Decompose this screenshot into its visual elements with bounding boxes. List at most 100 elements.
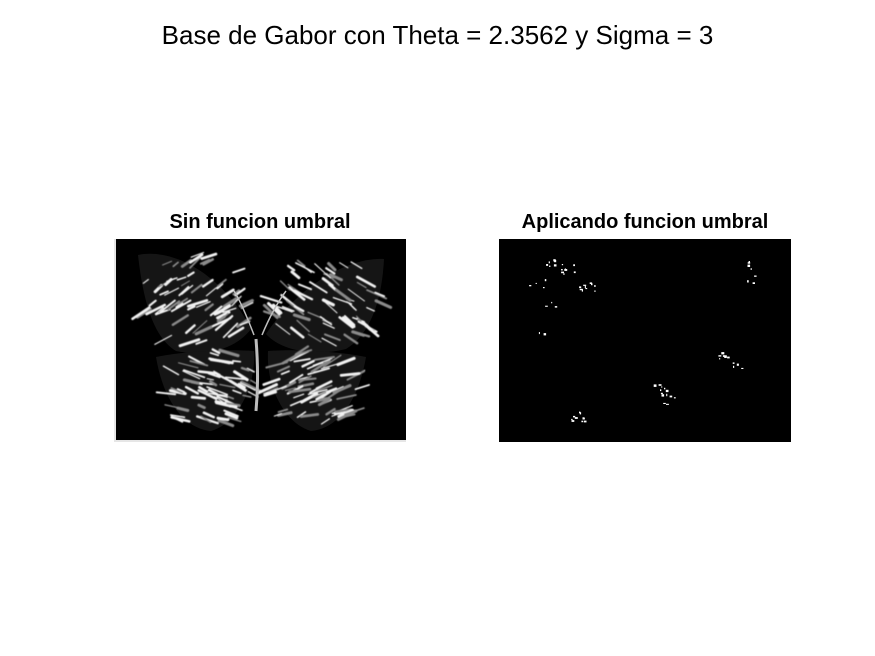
edge-stripe [322,354,342,368]
edge-stripe [346,370,365,381]
edge-stripe [209,305,223,317]
edge-stripe [215,304,232,315]
edge-stripe [328,283,337,291]
unthresholded-image-panel [114,239,406,442]
threshold-speckle [669,395,673,398]
edge-stripe [271,303,283,315]
edge-stripe [190,395,207,400]
edge-stripe [351,330,366,337]
edge-stripe [194,325,214,336]
threshold-speckle [579,411,581,414]
edge-stripe [216,416,230,422]
edge-stripes [131,251,393,428]
edge-stripe [201,278,214,288]
edge-stripe [288,286,306,301]
threshold-speckle [663,402,666,404]
threshold-speckle [664,387,666,390]
edge-stripe [290,326,305,339]
edge-stripe [232,267,246,274]
edge-stripe [331,413,339,417]
edge-stripe [162,260,173,266]
edge-stripe [208,357,231,365]
edge-stripe [277,411,293,417]
edge-stripe [219,383,236,389]
edge-stripe [189,256,202,269]
edge-stripe [195,339,208,345]
threshold-speckle [747,264,751,267]
edge-stripe [310,359,331,373]
edge-stripe [177,297,189,306]
edge-stripe [213,370,221,376]
threshold-speckle [574,417,578,419]
edge-stripe [374,291,386,298]
edge-stripe [216,373,238,386]
threshold-speckle [546,264,549,266]
edge-stripe [155,391,177,396]
edge-stripe [178,338,201,348]
threshold-speckle [573,271,576,274]
edge-stripe [326,387,345,400]
edge-stripe [355,275,377,288]
threshold-speckle [594,285,596,287]
edge-stripe [171,314,190,327]
edge-stripe [232,389,242,395]
threshold-speckle [529,285,532,287]
edge-stripe [202,411,215,419]
edge-stripe [209,380,218,387]
edge-stripe [361,321,380,338]
threshold-speckle [549,265,551,267]
edge-stripe [224,412,239,420]
edge-stripe [225,403,243,412]
edge-stripe [216,282,224,290]
edge-stripe [154,334,173,345]
edge-stripe [176,276,187,281]
edge-stripe [312,391,327,399]
threshold-speckle [589,282,593,284]
edge-stripe [328,273,343,282]
edge-stripe [309,281,328,294]
edge-stripe [182,378,200,385]
edge-stripe [275,323,291,335]
edge-stripe [207,392,228,398]
threshold-speckle [571,420,575,422]
edge-stripe [178,285,190,297]
edge-stripe [176,406,190,412]
edge-stripe [257,383,278,395]
threshold-speckle [661,394,665,397]
edge-stripe [341,316,356,328]
edge-stripe [197,370,218,375]
edge-stripe [217,393,228,397]
edge-stripe [223,409,239,417]
threshold-speckle [553,259,556,262]
edge-stripe [354,384,370,391]
edge-stripe [286,264,296,272]
edge-stripe [325,407,336,416]
edge-stripe [172,261,179,268]
edge-stripe [169,414,186,419]
edge-stripe [290,270,301,280]
edge-stripe [181,284,194,295]
threshold-speckle [545,305,548,307]
edge-stripe [277,408,289,413]
edge-stripe [250,379,257,385]
edge-stripe [336,356,356,367]
threshold-speckle [581,289,583,292]
edge-stripe [339,372,361,377]
edge-stripe [293,393,305,399]
edge-stripe [338,316,354,329]
edge-stripe [313,384,333,393]
edge-stripe [227,416,242,423]
wing-silhouettes [138,253,384,431]
edge-stripe [356,281,367,289]
threshold-speckle [551,301,553,304]
edge-stripe [262,377,281,386]
edge-stripe [195,301,211,308]
threshold-speckle [748,261,750,264]
edge-stripe [175,302,184,309]
threshold-speckle [561,269,563,271]
edge-stripe [288,387,312,394]
edge-stripe [314,356,335,361]
edge-stripe [280,293,298,309]
edge-stripe [295,262,315,274]
edge-stripe [281,305,295,312]
